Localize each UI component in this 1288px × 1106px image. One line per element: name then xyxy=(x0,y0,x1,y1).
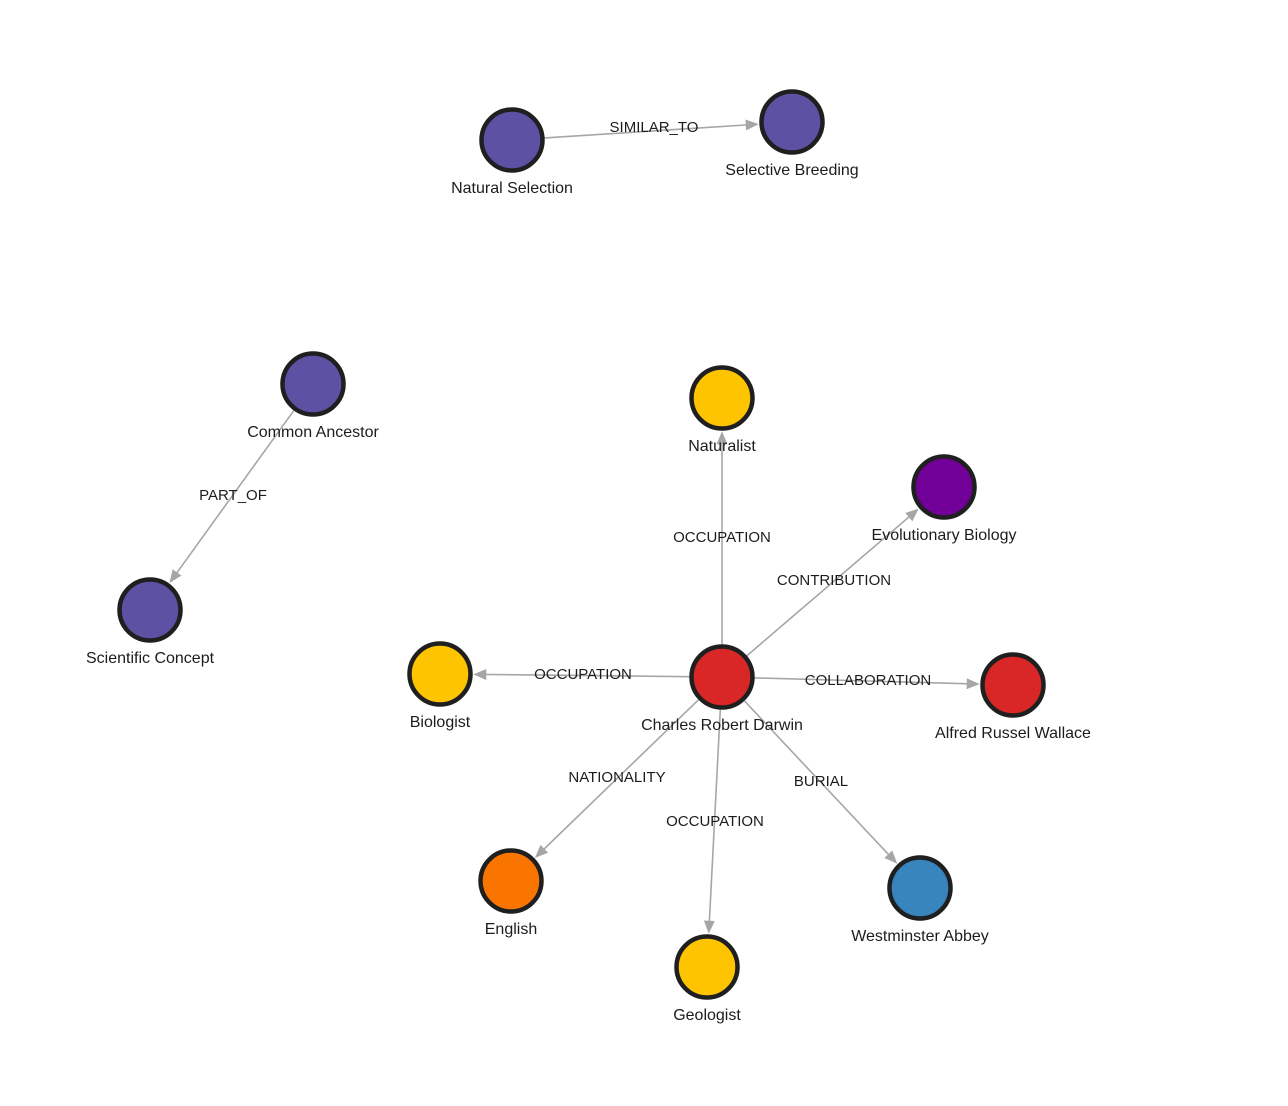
node-charles-robert-darwin[interactable] xyxy=(689,644,755,710)
node-label-charles-robert-darwin: Charles Robert Darwin xyxy=(641,717,803,734)
edge-charles-robert-darwin-evolutionary-biology[interactable] xyxy=(746,508,919,657)
edge-natural-selection-selective-breeding[interactable] xyxy=(544,119,759,139)
edge-charles-robert-darwin-alfred-russel-wallace[interactable] xyxy=(754,677,980,690)
node-geologist[interactable] xyxy=(674,934,740,1000)
edges-layer xyxy=(169,119,980,934)
edge-common-ancestor-scientific-concept[interactable] xyxy=(169,410,295,583)
node-label-alfred-russel-wallace: Alfred Russel Wallace xyxy=(935,725,1091,742)
edge-label-charles-robert-darwin-geologist: OCCUPATION xyxy=(666,813,764,830)
edge-charles-robert-darwin-westminster-abbey[interactable] xyxy=(743,700,898,864)
edge-label-charles-robert-darwin-westminster-abbey: BURIAL xyxy=(794,773,848,790)
node-label-scientific-concept: Scientific Concept xyxy=(86,650,215,667)
node-selective-breeding[interactable] xyxy=(759,89,825,155)
node-label-westminster-abbey: Westminster Abbey xyxy=(851,928,989,945)
node-label-common-ancestor: Common Ancestor xyxy=(247,424,379,441)
edge-label-common-ancestor-scientific-concept: PART_OF xyxy=(199,487,267,504)
edge-charles-robert-darwin-english[interactable] xyxy=(534,699,700,858)
node-natural-selection[interactable] xyxy=(479,107,545,173)
edge-charles-robert-darwin-geologist[interactable] xyxy=(703,709,722,934)
node-english[interactable] xyxy=(478,848,544,914)
node-westminster-abbey[interactable] xyxy=(887,855,953,921)
nodes-layer xyxy=(117,89,1046,1000)
node-naturalist[interactable] xyxy=(689,365,755,431)
node-scientific-concept[interactable] xyxy=(117,577,183,643)
edge-label-charles-robert-darwin-naturalist: OCCUPATION xyxy=(673,529,771,546)
node-label-biologist: Biologist xyxy=(410,714,471,731)
node-labels-layer: Natural Selection Selective Breeding Commo… xyxy=(86,162,1091,1024)
node-alfred-russel-wallace[interactable] xyxy=(980,652,1046,718)
node-common-ancestor[interactable] xyxy=(280,351,346,417)
node-label-selective-breeding: Selective Breeding xyxy=(725,162,858,179)
node-evolutionary-biology[interactable] xyxy=(911,454,977,520)
edge-label-natural-selection-selective-breeding: SIMILAR_TO xyxy=(610,119,699,136)
node-label-english: English xyxy=(485,921,537,938)
edge-labels-layer: SIMILAR_TO PART_OF OCCUPATION CONTRIBUTION O… xyxy=(199,119,931,830)
node-label-evolutionary-biology: Evolutionary Biology xyxy=(872,527,1017,544)
node-label-natural-selection: Natural Selection xyxy=(451,180,573,197)
edge-label-charles-robert-darwin-biologist: OCCUPATION xyxy=(534,666,632,683)
node-label-naturalist: Naturalist xyxy=(688,438,756,455)
edge-label-charles-robert-darwin-evolutionary-biology: CONTRIBUTION xyxy=(777,572,891,589)
edge-label-charles-robert-darwin-english: NATIONALITY xyxy=(568,769,665,786)
node-label-geologist: Geologist xyxy=(673,1007,741,1024)
edge-charles-robert-darwin-biologist[interactable] xyxy=(473,669,690,680)
node-biologist[interactable] xyxy=(407,641,473,707)
edge-label-charles-robert-darwin-alfred-russel-wallace: COLLABORATION xyxy=(805,672,931,689)
